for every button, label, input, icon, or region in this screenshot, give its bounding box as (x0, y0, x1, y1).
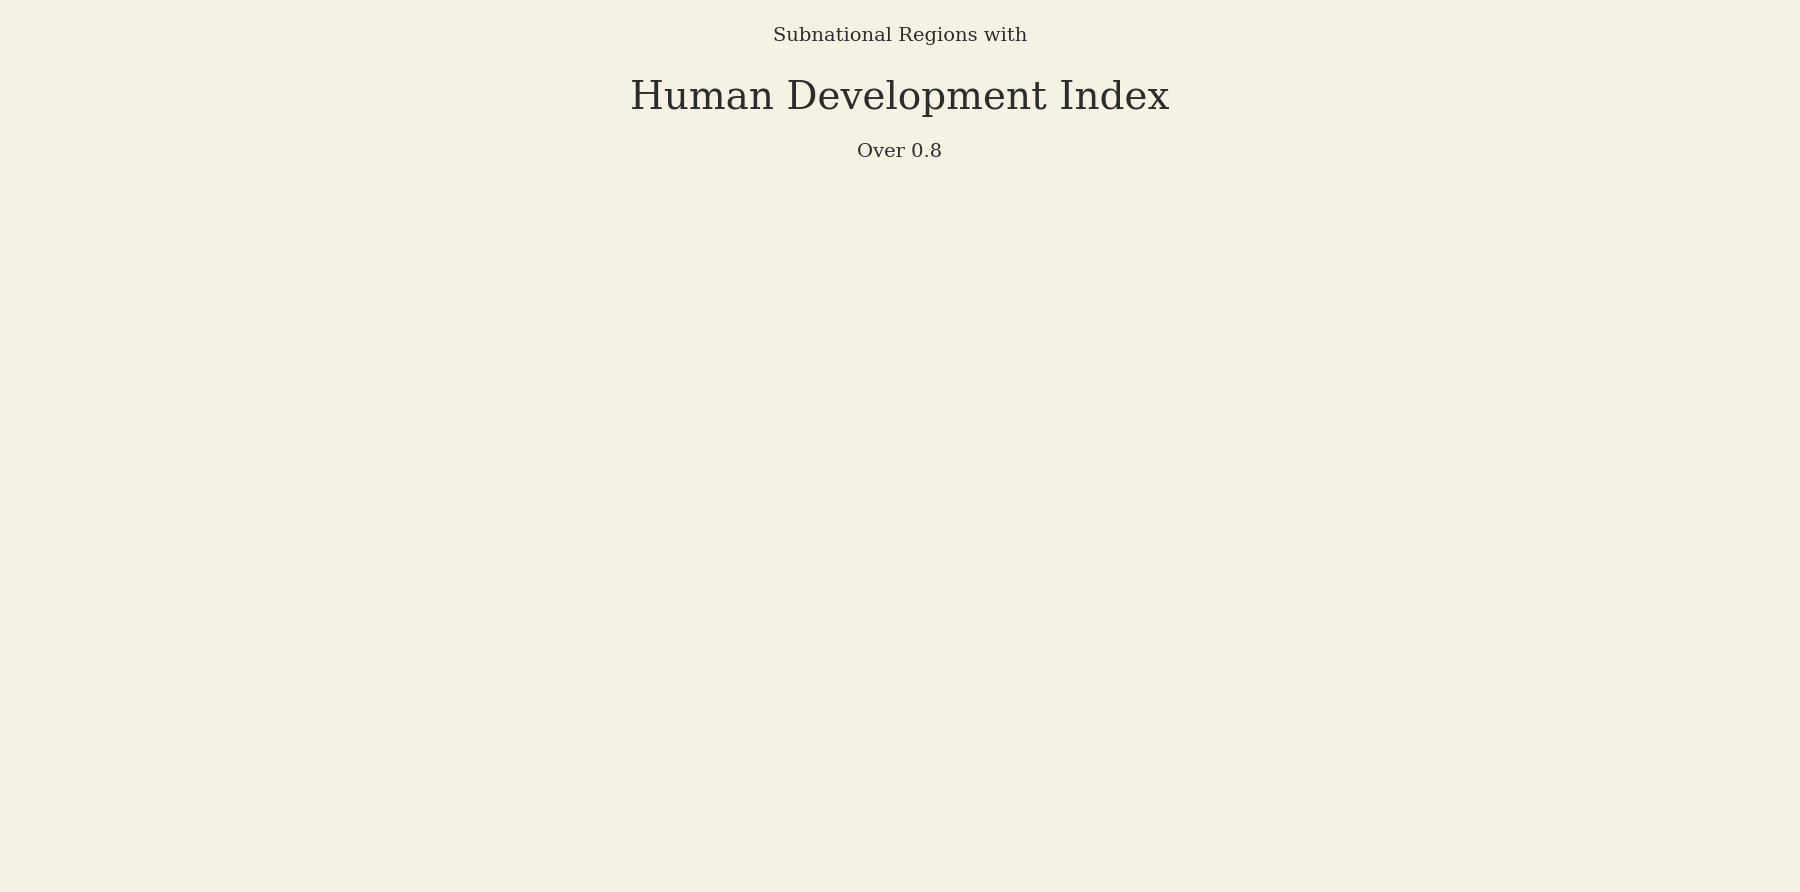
Text: Human Development Index: Human Development Index (630, 80, 1170, 117)
Text: Subnational Regions with: Subnational Regions with (772, 27, 1028, 45)
Text: Over 0.8: Over 0.8 (857, 143, 943, 161)
